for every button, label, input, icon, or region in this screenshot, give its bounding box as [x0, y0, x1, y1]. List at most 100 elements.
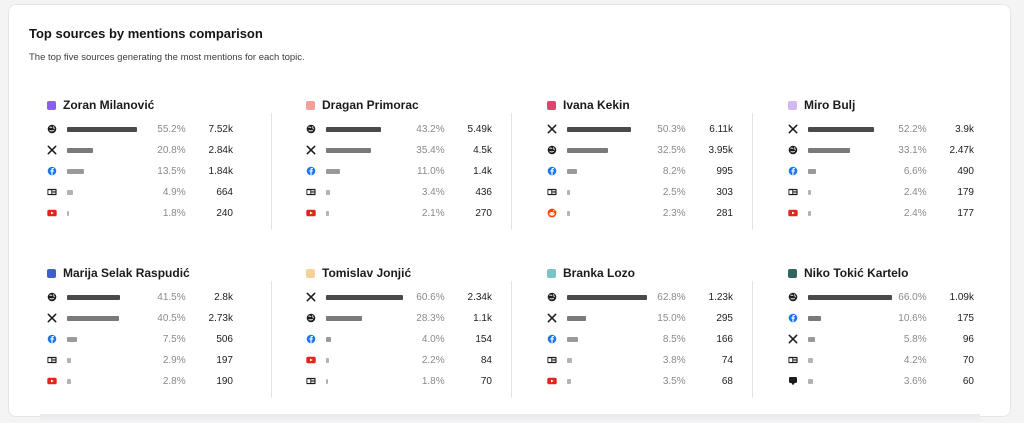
share-percent: 41.5%: [157, 291, 186, 303]
mention-count: 70: [480, 375, 492, 387]
source-row: 5.8% 96: [788, 333, 974, 345]
source-row: 2.5% 303: [547, 186, 733, 198]
person-name: Marija Selak Raspudić: [63, 266, 190, 280]
share-bar: [567, 126, 631, 132]
share-bar-track: [808, 210, 890, 216]
source-row: 3.4% 436: [306, 186, 492, 198]
share-bar: [567, 147, 608, 153]
mention-count: 303: [716, 186, 733, 198]
column-divider: [752, 281, 753, 398]
share-bar-track: [67, 189, 149, 195]
share-percent: 2.2%: [421, 354, 445, 366]
mention-count: 179: [957, 186, 974, 198]
mention-count: 436: [475, 186, 492, 198]
source-row: 52.2% 3.9k: [788, 123, 974, 135]
share-bar: [808, 294, 892, 300]
column-divider: [752, 113, 753, 230]
mention-count: 1.84k: [208, 165, 233, 177]
share-percent: 66.0%: [898, 291, 927, 303]
share-bar: [326, 357, 329, 363]
person-header: Tomislav Jonjić: [306, 265, 492, 281]
facebook-icon: [547, 166, 557, 176]
web-globe-icon: [788, 292, 798, 302]
share-bar-track: [567, 189, 649, 195]
web-globe-icon: [47, 124, 57, 134]
source-row: 4.2% 70: [788, 354, 974, 366]
source-row: 15.0% 295: [547, 312, 733, 324]
news-icon: [547, 355, 557, 365]
source-row: 66.0% 1.09k: [788, 291, 974, 303]
person-header: Branka Lozo: [547, 265, 733, 281]
share-percent: 10.6%: [898, 312, 927, 324]
color-swatch: [306, 268, 315, 278]
share-percent: 2.4%: [903, 207, 927, 219]
share-bar: [567, 357, 572, 363]
share-bar: [326, 168, 340, 174]
share-percent: 13.5%: [157, 165, 186, 177]
source-row: 2.9% 197: [47, 354, 233, 366]
share-bar-track: [567, 315, 649, 321]
share-bar: [67, 168, 84, 174]
mention-count: 190: [216, 375, 233, 387]
color-swatch: [47, 100, 56, 110]
share-bar: [808, 315, 821, 321]
share-percent: 6.6%: [903, 165, 927, 177]
share-bar-track: [808, 126, 890, 132]
person-block: Dragan Primorac 43.2% 5.49k 35.4% 4.5k 11.0% 1…: [306, 97, 492, 227]
share-bar: [67, 315, 119, 321]
mention-count: 3.95k: [708, 144, 733, 156]
x-icon: [788, 124, 798, 134]
person-header: Niko Tokić Kartelo: [788, 265, 974, 281]
facebook-icon: [788, 313, 798, 323]
share-bar-track: [567, 210, 649, 216]
mention-count: 2.34k: [467, 291, 492, 303]
share-bar-track: [67, 336, 149, 342]
source-row: 4.9% 664: [47, 186, 233, 198]
mention-count: 3.9k: [955, 123, 974, 135]
share-bar-track: [326, 147, 408, 153]
youtube-icon: [306, 208, 316, 218]
mention-count: 5.49k: [467, 123, 492, 135]
source-row: 55.2% 7.52k: [47, 123, 233, 135]
source-row: 8.5% 166: [547, 333, 733, 345]
source-row: 43.2% 5.49k: [306, 123, 492, 135]
news-icon: [788, 187, 798, 197]
x-icon: [547, 124, 557, 134]
source-row: 28.3% 1.1k: [306, 312, 492, 324]
share-bar-track: [567, 126, 649, 132]
column-divider: [271, 281, 272, 398]
color-swatch: [47, 268, 56, 278]
person-block: Niko Tokić Kartelo 66.0% 1.09k 10.6% 175 5.8%…: [788, 265, 974, 395]
share-percent: 28.3%: [416, 312, 445, 324]
share-percent: 7.5%: [162, 333, 186, 345]
share-percent: 11.0%: [417, 165, 445, 177]
share-percent: 1.8%: [421, 375, 445, 387]
share-percent: 60.6%: [416, 291, 445, 303]
web-globe-icon: [547, 145, 557, 155]
card-shadow: [40, 414, 980, 423]
share-bar: [808, 357, 813, 363]
share-bar: [67, 357, 71, 363]
source-row: 62.8% 1.23k: [547, 291, 733, 303]
facebook-icon: [547, 334, 557, 344]
person-name: Niko Tokić Kartelo: [804, 266, 909, 280]
share-bar-track: [808, 147, 890, 153]
share-bar-track: [808, 168, 890, 174]
mention-count: 2.47k: [949, 144, 974, 156]
x-icon: [47, 313, 57, 323]
share-bar-track: [567, 357, 649, 363]
share-bar-track: [326, 126, 408, 132]
mention-count: 1.09k: [949, 291, 974, 303]
source-row: 32.5% 3.95k: [547, 144, 733, 156]
person-block: Tomislav Jonjić 60.6% 2.34k 28.3% 1.1k 4.0% 15…: [306, 265, 492, 395]
share-bar: [567, 189, 570, 195]
mention-count: 490: [957, 165, 974, 177]
person-header: Miro Bulj: [788, 97, 974, 113]
news-icon: [47, 355, 57, 365]
share-percent: 32.5%: [657, 144, 686, 156]
share-percent: 8.2%: [662, 165, 686, 177]
mention-count: 6.11k: [709, 123, 733, 135]
news-icon: [306, 376, 316, 386]
share-bar: [67, 294, 120, 300]
share-bar-track: [326, 189, 408, 195]
